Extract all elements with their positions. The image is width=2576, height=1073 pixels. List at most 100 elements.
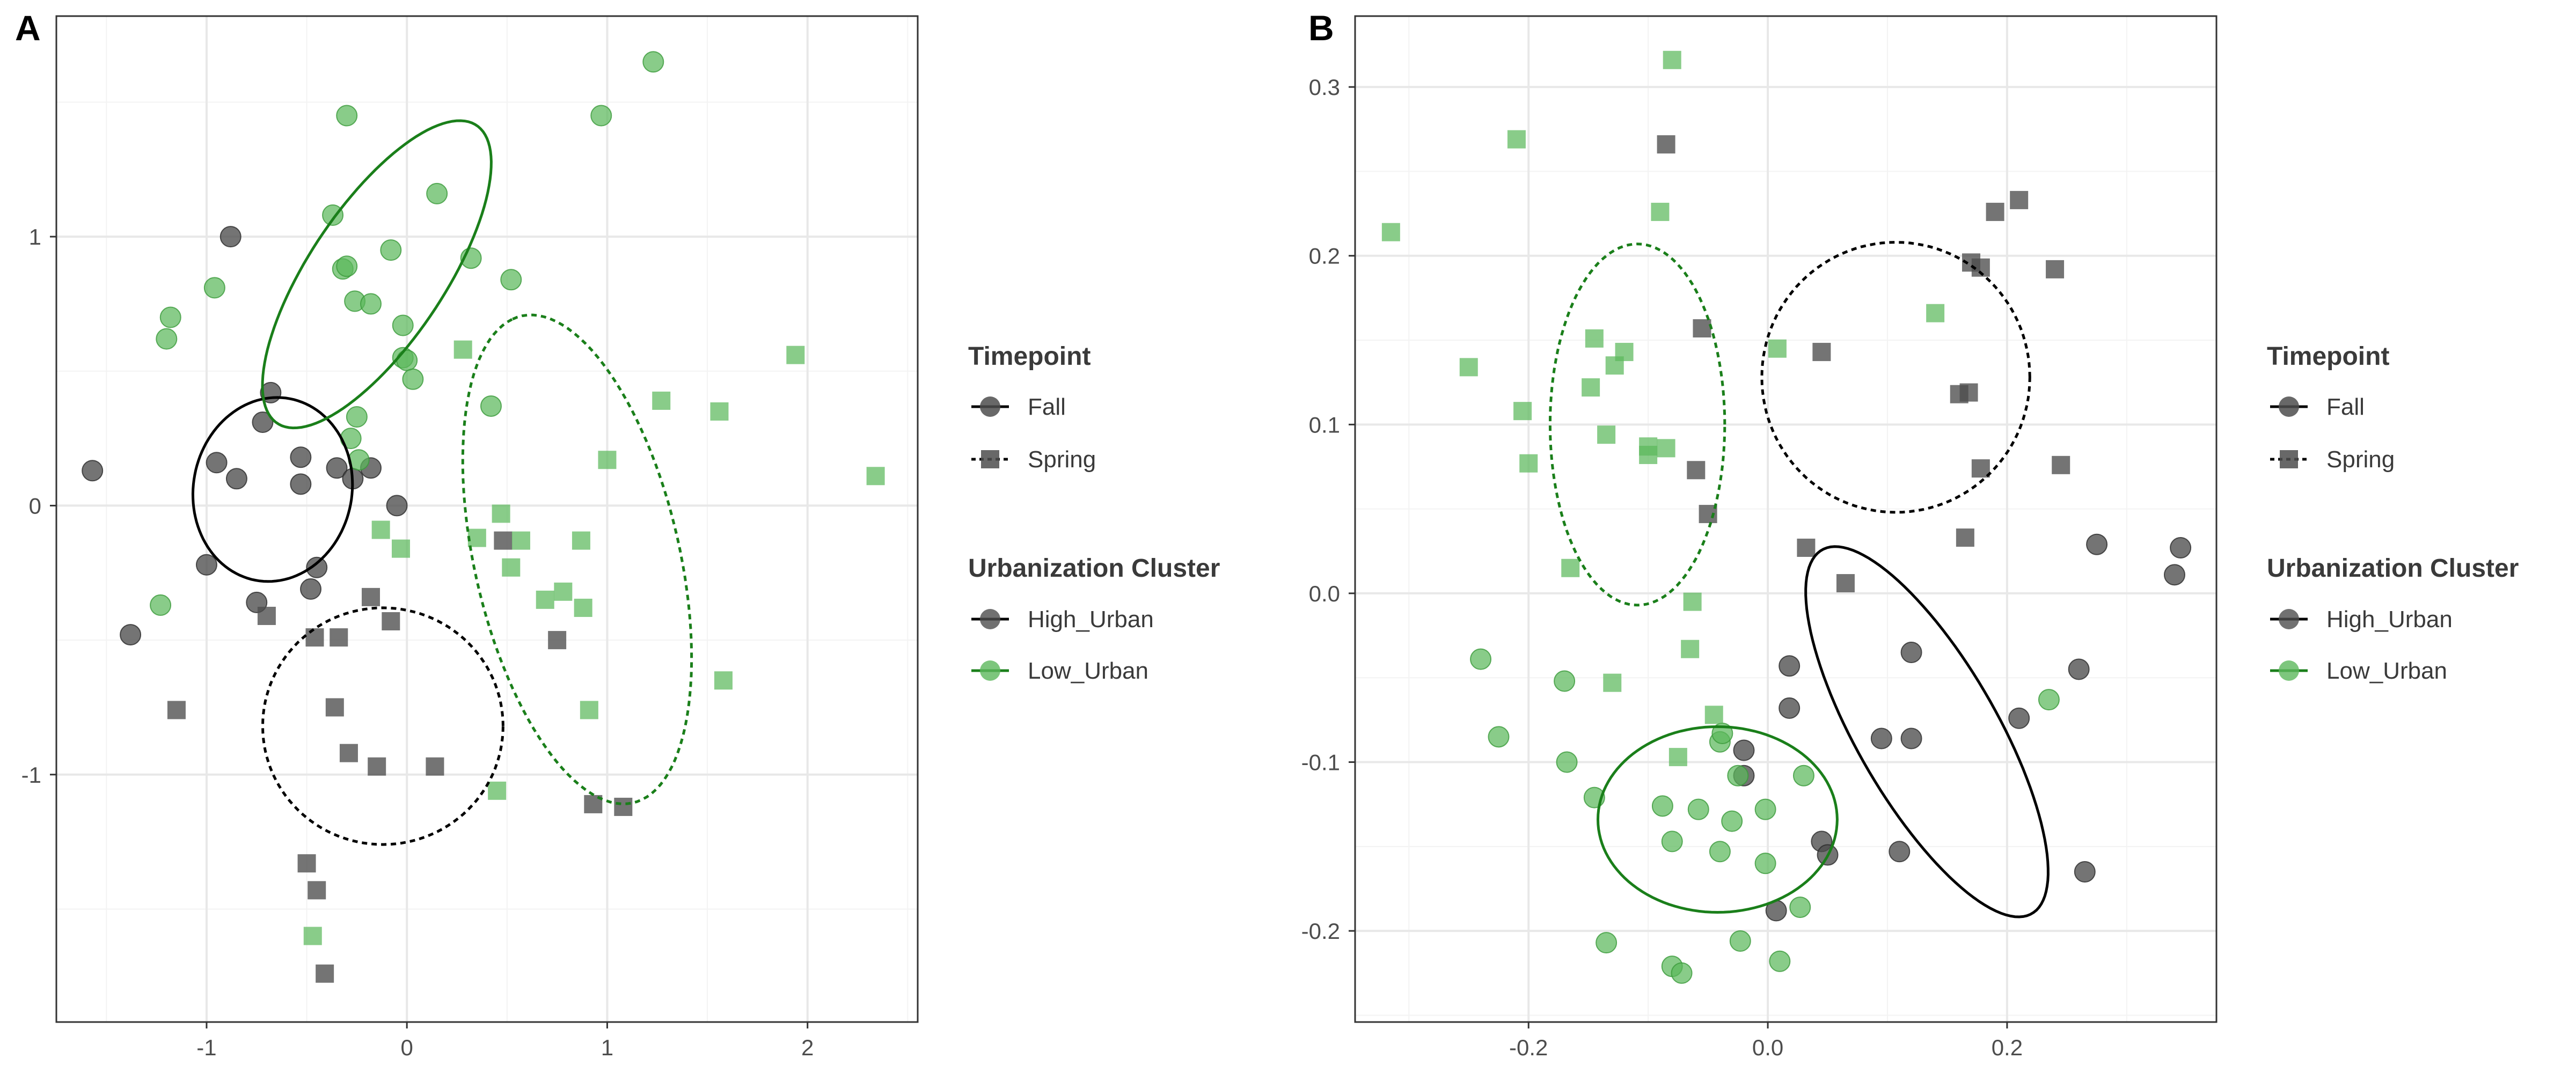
confidence-ellipses <box>1548 241 2050 918</box>
data-point-spring-low_urban <box>1768 339 1787 358</box>
data-point-spring-low_urban <box>1683 592 1702 611</box>
data-point-fall-low_urban <box>1596 932 1618 954</box>
panel-border <box>1354 15 2218 1023</box>
data-point-fall-low_urban <box>1769 950 1791 972</box>
data-point-spring-low_urban <box>1603 673 1622 692</box>
data-point-fall-low_urban <box>156 328 178 350</box>
y-tick-label: 0.2 <box>1309 244 1340 269</box>
y-tick-label: -0.1 <box>1301 750 1340 775</box>
data-point-fall-low_urban <box>346 406 368 428</box>
x-tick-label: -0.2 <box>1509 1035 1548 1060</box>
data-point-fall-high_urban <box>326 457 348 479</box>
data-point-spring-high_urban <box>1959 383 1978 402</box>
major-grid <box>56 16 918 1022</box>
data-point-spring-low_urban <box>467 528 486 547</box>
data-point-spring-low_urban <box>1663 50 1681 69</box>
data-point-spring-low_urban <box>453 340 472 359</box>
y-tick-label: 1 <box>29 224 41 249</box>
legend-b: Timepoint Fall Spring Urbanization Cluster H… <box>2267 342 2519 684</box>
data-point-fall-low_urban <box>2038 689 2060 711</box>
data-point-fall-low_urban <box>1792 765 1814 787</box>
legend-label-fall: Fall <box>1028 394 1066 420</box>
data-point-fall-low_urban <box>336 255 358 277</box>
data-point-fall-low_urban <box>1556 751 1578 773</box>
legend-key-square <box>2280 450 2298 468</box>
data-point-fall-high_urban <box>2163 564 2185 586</box>
data-point-fall-high_urban <box>2086 533 2108 555</box>
data-point-fall-low_urban <box>1709 841 1731 863</box>
x-tick-label: 0.2 <box>1992 1035 2023 1060</box>
ellipse-fall-low_urban <box>1596 725 1839 914</box>
data-point-fall-low_urban <box>642 51 664 73</box>
data-point-spring-high_urban <box>297 854 316 873</box>
data-point-spring-low_urban <box>1615 343 1634 362</box>
data-point-fall-low_urban <box>150 594 172 616</box>
data-point-fall-high_urban <box>2008 707 2030 729</box>
y-tick-label: 0 <box>29 493 41 518</box>
data-point-spring-low_urban <box>580 701 598 719</box>
y-tick-label: -0.2 <box>1301 918 1340 944</box>
data-point-spring-low_urban <box>598 451 617 469</box>
data-point-spring-high_urban <box>330 628 348 647</box>
data-point-spring-high_urban <box>1836 574 1855 593</box>
x-tick-label: 2 <box>801 1035 814 1060</box>
ellipse-spring-high_urban <box>261 606 504 846</box>
scatter-plot-b: -0.2 0.0 0.2 -0.2 -0.1 0.0 0.1 0.2 0.3 <box>1301 15 2218 1060</box>
data-point-fall-low_urban <box>1554 670 1576 692</box>
data-point-fall-high_urban <box>2068 658 2090 680</box>
ellipse-fall-high_urban <box>191 396 354 583</box>
data-point-spring-low_urban <box>572 531 590 550</box>
data-point-fall-high_urban <box>2074 861 2096 883</box>
data-point-spring-low_urban <box>303 927 322 945</box>
data-point-fall-low_urban <box>1754 852 1776 874</box>
data-point-fall-low_urban <box>203 277 225 299</box>
data-point-spring-high_urban <box>1956 528 1974 547</box>
data-point-spring-low_urban <box>1668 748 1687 767</box>
data-point-fall-high_urban <box>1779 697 1801 719</box>
data-point-fall-low_urban <box>1729 930 1751 952</box>
scatter-plot-a: -1 0 1 2 -1 0 1 <box>21 15 919 1060</box>
ellipse-fall-high_urban <box>1804 545 2050 918</box>
data-point-fall-low_urban <box>1470 648 1492 670</box>
data-point-spring-low_urban <box>488 781 507 800</box>
y-tick-label: 0.3 <box>1309 75 1340 100</box>
data-point-fall-high_urban <box>1889 841 1911 863</box>
data-point-spring-high_urban <box>426 757 444 776</box>
data-point-spring-high_urban <box>368 757 386 776</box>
data-point-spring-low_urban <box>574 598 592 617</box>
data-point-fall-low_urban <box>159 306 181 328</box>
data-point-spring-high_urban <box>1812 343 1831 362</box>
points <box>1381 50 2192 984</box>
legend-key-high_urban <box>2279 609 2299 629</box>
data-point-spring-low_urban <box>1507 130 1526 149</box>
data-point-fall-low_urban <box>1687 798 1709 820</box>
data-point-spring-low_urban <box>1657 439 1675 458</box>
ellipse-spring-high_urban <box>1760 241 2031 514</box>
data-point-fall-high_urban <box>1900 727 1922 749</box>
data-point-spring-high_urban <box>1687 461 1706 480</box>
data-point-fall-low_urban <box>1789 896 1811 918</box>
data-point-fall-high_urban <box>1733 739 1755 761</box>
data-point-spring-low_urban <box>492 504 510 523</box>
panel-border <box>55 15 919 1023</box>
data-point-fall-high_urban <box>82 460 104 482</box>
data-point-fall-low_urban <box>1671 962 1693 984</box>
major-grid <box>1355 16 2216 1022</box>
panel-a-label: A <box>15 8 41 48</box>
data-point-fall-high_urban <box>1900 642 1922 664</box>
data-point-fall-low_urban <box>1651 795 1673 817</box>
data-point-spring-low_urban <box>502 558 521 577</box>
data-point-fall-high_urban <box>206 452 228 474</box>
data-point-fall-high_urban <box>1870 727 1892 749</box>
data-point-spring-low_urban <box>1681 640 1700 658</box>
data-point-spring-low_urban <box>1926 304 1945 322</box>
data-point-spring-low_urban <box>536 590 554 609</box>
data-point-spring-high_urban <box>316 964 334 983</box>
data-point-spring-low_urban <box>554 582 573 601</box>
data-point-fall-low_urban <box>336 105 358 127</box>
legend-key-high_urban <box>980 609 1000 629</box>
legend-cluster-title: Urbanization Cluster <box>2267 554 2519 583</box>
data-point-spring-high_urban <box>257 606 276 625</box>
data-point-spring-low_urban <box>1704 705 1723 724</box>
points <box>82 51 885 983</box>
